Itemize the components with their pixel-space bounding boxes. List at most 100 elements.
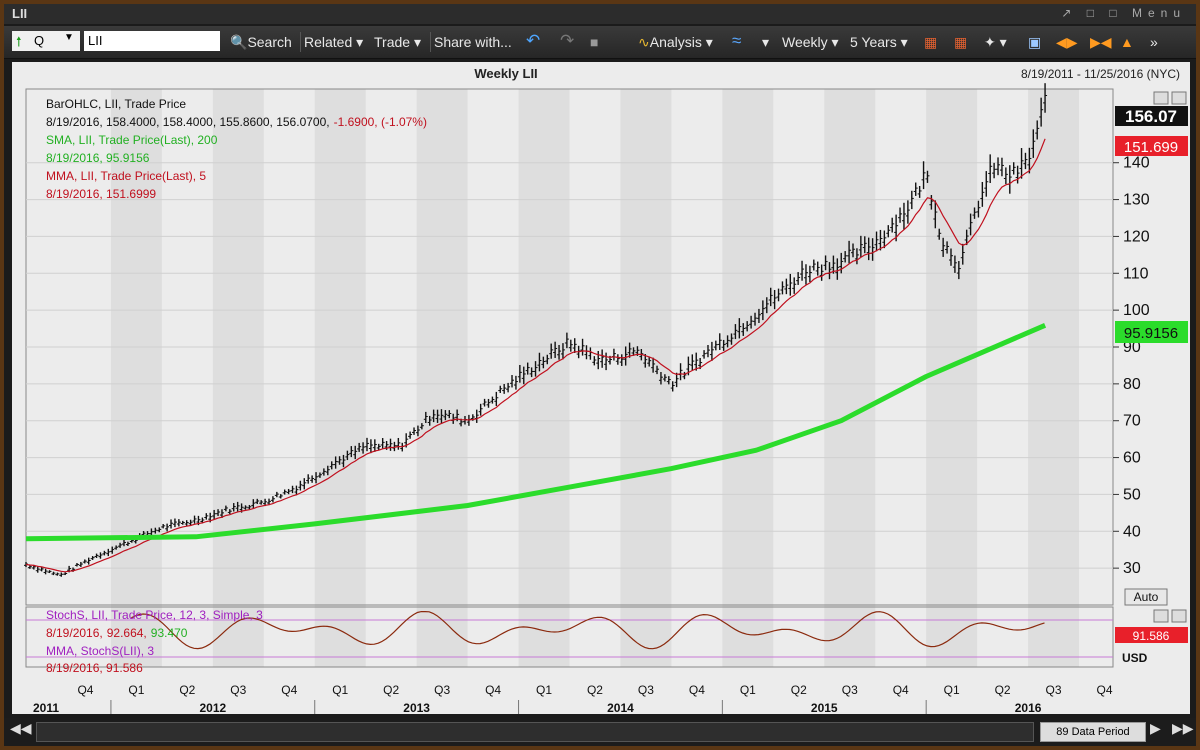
stoch-panel-buttons[interactable] (1153, 609, 1187, 623)
share-label: Share with... (434, 34, 512, 50)
y-tick-label: 80 (1123, 376, 1141, 393)
y-tick-label: 130 (1123, 192, 1150, 209)
x-quarter-label: Q4 (893, 683, 909, 697)
currency-button[interactable]: USD (1122, 651, 1148, 665)
trade-label: Trade (374, 34, 411, 50)
x-quarter-label: Q2 (383, 683, 399, 697)
sma-price-tag: 95.9156 (1115, 321, 1188, 343)
legend-ohlc-values: 8/19/2016, 158.4000, 158.4000, 155.8600,… (46, 115, 330, 129)
auto-scale-button[interactable]: Auto (1124, 588, 1168, 606)
divider (300, 32, 301, 52)
search-button[interactable]: 🔍Search (230, 34, 292, 51)
stoch-legend-v1: 92.664, (107, 626, 147, 640)
pan-left-icon[interactable]: ◀▶ (1056, 34, 1078, 50)
svg-text:156.07: 156.07 (1125, 107, 1177, 126)
x-quarter-label: Q2 (587, 683, 603, 697)
x-quarter-label: Q4 (281, 683, 297, 697)
analysis-label: Analysis (649, 34, 702, 50)
stoch-legend-v2: 93.470 (151, 626, 188, 640)
undo-icon[interactable]: ↶ (526, 31, 541, 50)
quarter-band (1028, 89, 1080, 667)
symbol-input[interactable]: LII (84, 31, 220, 51)
x-quarter-label: Q2 (179, 683, 195, 697)
time-scrollbar[interactable] (36, 722, 1034, 742)
studies-icon[interactable]: ≈ (732, 31, 742, 50)
period-menu[interactable]: Weekly ▾ (782, 34, 839, 50)
x-year-label: 2011 (33, 701, 59, 714)
footer-bar: ◀◀ ▶ ▶▶ (4, 718, 1196, 746)
symbol-type-selector[interactable]: 🠕 Q ▼ (12, 31, 80, 51)
x-year-label: 2013 (403, 701, 430, 714)
y-tick-label: 70 (1123, 413, 1141, 430)
last-price-tag: 156.07 (1115, 106, 1188, 126)
x-quarter-label: Q1 (944, 683, 960, 697)
y-tick-label: 140 (1123, 155, 1150, 172)
related-menu[interactable]: Related ▾ (304, 34, 364, 50)
panel-maximize-button[interactable] (1153, 91, 1187, 105)
y-tick-label: 90 (1123, 339, 1141, 356)
trade-menu[interactable]: Trade ▾ (374, 34, 421, 50)
y-tick-label: 120 (1123, 228, 1150, 245)
x-quarter-label: Q1 (332, 683, 348, 697)
y-tick-label: 110 (1123, 265, 1149, 282)
period-label: Weekly (782, 34, 828, 50)
compare-icon[interactable]: ▦ (954, 34, 968, 50)
legend-bar-label: BarOHLC, LII, Trade Price (46, 97, 186, 111)
chart-svg[interactable]: 30 40 50 60 70 80 90 100 110 120 130 140 Q4 Q1 Q2 Q3 Q4… (12, 62, 1190, 714)
range-menu[interactable]: 5 Years ▾ (850, 34, 908, 50)
analysis-icon: ∿ (638, 34, 650, 50)
x-quarter-label: Q3 (230, 683, 246, 697)
svg-text:8/19/2016,92.664,93.470: 8/19/2016, 92.664, 93.470 (46, 626, 188, 640)
sma-line (25, 323, 1047, 542)
y-tick-label: 60 (1123, 450, 1141, 467)
share-menu[interactable]: Share with... (434, 34, 512, 50)
menu-button[interactable]: Menu (1131, 6, 1186, 20)
quarter-band (110, 89, 162, 667)
x-quarter-label: Q3 (842, 683, 858, 697)
stoch-line (131, 610, 1045, 650)
title-bar: LII ↗ □ □ Menu (4, 4, 1196, 24)
window-controls[interactable]: ↗ □ □ Menu (1061, 6, 1186, 20)
related-label: Related (304, 34, 353, 50)
quarter-band (722, 89, 774, 667)
zoom-in-icon[interactable]: ▶◀ (1090, 34, 1112, 50)
y-tick-label: 50 (1123, 486, 1141, 503)
y-tick-label: 40 (1123, 523, 1141, 540)
analysis-menu[interactable]: ∿Analysis ▾ (638, 34, 713, 50)
x-quarter-label: Q1 (128, 683, 144, 697)
chart-area[interactable]: 30 40 50 60 70 80 90 100 110 120 130 140 Q4 Q1 Q2 Q3 Q4… (12, 62, 1190, 714)
stoch-legend-date: 8/19/2016, (46, 626, 103, 640)
quarter-band (620, 89, 672, 667)
stoch-mma-value: 8/19/2016, 91.586 (46, 661, 143, 675)
x-quarter-label: Q3 (434, 683, 450, 697)
legend-sma-label: SMA, LII, Trade Price(Last), 200 (46, 133, 218, 147)
quarter-band (926, 89, 978, 667)
scroll-end-icon[interactable]: ▶▶ (1172, 720, 1194, 736)
studies-dropdown[interactable]: ▾ (762, 34, 770, 50)
stoch-panel-border (25, 606, 1114, 668)
x-year-label: 2012 (199, 701, 226, 714)
chart-title: Weekly LII (474, 66, 537, 81)
chart-date-range: 8/19/2011 - 11/25/2016 (NYC) (1021, 67, 1180, 81)
quarter-band (416, 89, 468, 667)
mma-line (25, 138, 1046, 573)
toolbar: 🠕 Q ▼ LII 🔍Search Related ▾ Trade ▾ Shar… (4, 26, 1196, 59)
scroll-right-icon[interactable]: ▶ (1150, 720, 1161, 736)
x-quarter-label: Q3 (638, 683, 654, 697)
redo-icon[interactable]: ↷ (560, 31, 575, 50)
folder-icon[interactable]: ■ (590, 34, 599, 50)
zoom-vertical-icon[interactable]: ▲ (1120, 34, 1134, 50)
more-icon[interactable]: » (1150, 34, 1158, 50)
drawing-tools-icon[interactable]: ✦ ▾ (984, 34, 1007, 50)
x-quarter-label: Q4 (1097, 683, 1113, 697)
layout-icon[interactable]: ▣ (1028, 34, 1042, 50)
window-title: LII (12, 6, 28, 21)
y-tick-label: 30 (1123, 560, 1141, 577)
chart-style-icon[interactable]: ▦ (924, 34, 938, 50)
legend-sma-value: 8/19/2016, 95.9156 (46, 151, 150, 165)
search-label: Search (247, 34, 292, 50)
data-period-selector[interactable]: 89 Data Period (1040, 722, 1146, 742)
search-icon: 🔍 (230, 34, 248, 50)
scroll-left-icon[interactable]: ◀◀ (10, 720, 32, 736)
